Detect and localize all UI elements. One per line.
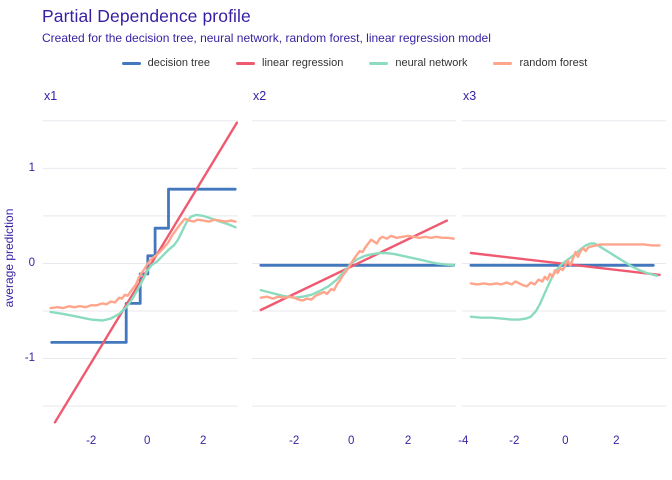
x-axis-tick-labels: -2 0 2 [43, 434, 238, 450]
x-tick-label: 0 [347, 435, 355, 447]
panel-canvas [43, 120, 238, 424]
chart-legend: decision tree linear regression neural n… [43, 56, 666, 70]
facet-strip-label: x3 [463, 89, 477, 103]
legend-label: neural network [395, 57, 468, 69]
legend-item-neural-network: neural network [369, 57, 467, 69]
series-neural-network-line [469, 242, 659, 321]
x-tick-label: 2 [200, 435, 207, 447]
legend-item-decision-tree: decision tree [121, 57, 210, 69]
legend-item-linear-regression: linear regression [236, 57, 343, 69]
x-tick-label: -2 [86, 435, 97, 447]
y-tick-label: 1 [28, 161, 35, 174]
x-tick-label: 0 [144, 435, 151, 447]
facet-strip-label: x1 [44, 89, 58, 103]
legend-label: linear regression [262, 57, 344, 69]
y-tick-label: -1 [24, 352, 35, 365]
series-decision-tree-line [50, 187, 237, 344]
legend-item-random-forest: random forest [493, 57, 587, 69]
x-tick-label: 2 [613, 435, 620, 447]
panel-canvas [252, 120, 456, 407]
x-tick-label: -2 [289, 435, 300, 447]
x-axis-tick-labels: -2 0 2 [252, 434, 456, 450]
x-axis-tick-labels: -4 -2 0 2 [458, 434, 666, 450]
y-axis-tick-labels: 1 0 -1 [0, 116, 39, 428]
series-neural-network-line [49, 213, 237, 322]
legend-line-swatch-neural-network [369, 61, 389, 65]
facet-panel-x2: x2 -2 0 2 [252, 88, 456, 460]
legend-line-swatch-decision-tree [121, 61, 141, 65]
x-tick-label: -2 [509, 435, 520, 447]
series-linear-regression-line [259, 219, 449, 312]
legend-label: random forest [519, 57, 588, 69]
legend-label: decision tree [147, 57, 210, 69]
x-tick-label: -4 [458, 435, 469, 447]
series-random-forest-line [49, 217, 237, 310]
facet-panel-x1: x1 -2 0 2 [43, 88, 238, 460]
series-random-forest-line [259, 234, 455, 302]
plot-area [252, 116, 456, 428]
legend-line-swatch-linear-regression [236, 61, 255, 65]
plot-area [43, 116, 238, 428]
legend-line-swatch-random-forest [493, 61, 513, 65]
x-tick-label: 0 [562, 435, 569, 447]
chart-title: Partial Dependence profile [42, 6, 251, 26]
series-random-forest-line [469, 243, 661, 288]
panel-canvas [462, 120, 666, 407]
facet-strip-label: x2 [253, 89, 267, 103]
series-neural-network-line [259, 251, 455, 299]
y-tick-label: 0 [28, 256, 35, 269]
x-tick-label: 2 [404, 435, 412, 447]
chart-subtitle: Created for the decision tree, neural ne… [42, 31, 491, 45]
plot-area [462, 116, 666, 428]
facet-panel-x3: x3 -4 -2 0 2 [458, 88, 666, 460]
